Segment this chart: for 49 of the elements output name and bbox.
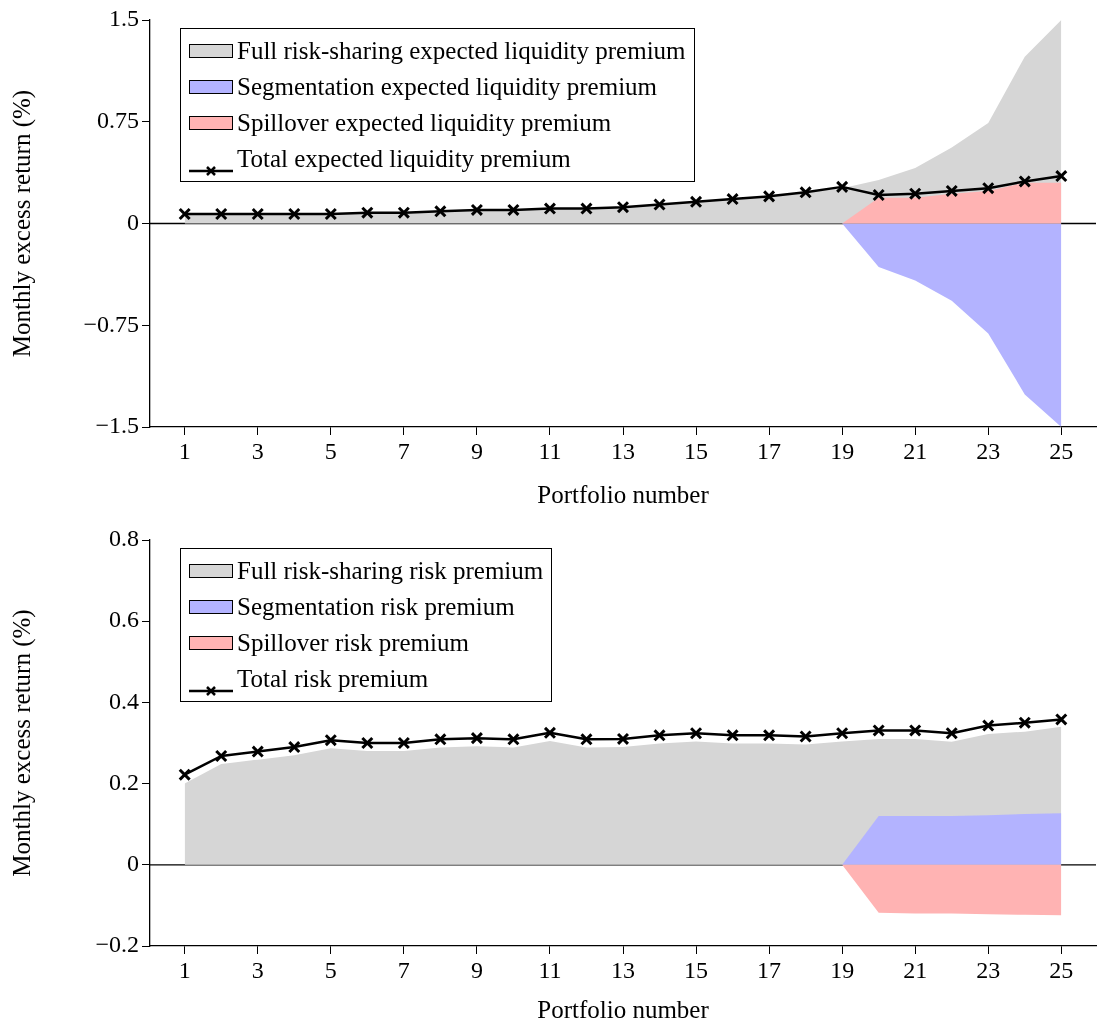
x-tick-label: 17 <box>757 956 782 983</box>
x-tick-label: 23 <box>976 956 1001 983</box>
x-tick-label: 1 <box>178 956 191 983</box>
legend-label: Spillover risk premium <box>237 628 469 658</box>
x-tick-label: 19 <box>830 437 855 464</box>
x-tick-label: 9 <box>470 437 483 464</box>
x-axis-title: Portfolio number <box>537 995 710 1023</box>
x-tick-label: 13 <box>611 437 635 464</box>
y-tick-label: 0 <box>127 208 139 235</box>
legend-label: Full risk-sharing risk premium <box>237 556 544 586</box>
y-tick-label: 0.4 <box>109 687 139 714</box>
x-tick-label: 17 <box>757 437 782 464</box>
x-tick-label: 11 <box>538 437 562 464</box>
x-tick-label: 3 <box>251 956 264 983</box>
x-tick-label: 5 <box>324 437 337 464</box>
y-tick-label: 0.6 <box>109 606 139 633</box>
x-tick-label: 15 <box>684 956 709 983</box>
y-tick-label: 0 <box>127 850 139 877</box>
y-tick-label: 1.5 <box>109 5 139 32</box>
x-tick-label: 9 <box>470 956 483 983</box>
x-tick-label: 5 <box>324 956 337 983</box>
x-axis-title: Portfolio number <box>537 480 710 508</box>
x-tick-label: 1 <box>178 437 191 464</box>
x-tick-label: 7 <box>397 956 410 983</box>
x-tick-label: 19 <box>830 956 855 983</box>
y-tick-label: 0.8 <box>109 525 139 552</box>
x-tick-label: 21 <box>903 956 928 983</box>
x-tick-label: 13 <box>611 956 635 983</box>
x-tick-label: 7 <box>397 437 410 464</box>
y-axis-title: Monthly excess return (%) <box>7 609 36 877</box>
y-tick-label: 0.75 <box>97 107 139 134</box>
legend-label: Spillover expected liquidity premium <box>237 108 612 138</box>
x-tick-label: 21 <box>903 437 928 464</box>
x-tick-label: 23 <box>976 437 1001 464</box>
legend-label: Segmentation expected liquidity premium <box>237 72 658 102</box>
y-tick-label: −0.2 <box>95 931 139 958</box>
y-tick-label: 0.2 <box>109 768 139 795</box>
x-tick-label: 15 <box>684 437 709 464</box>
legend-label: Full risk-sharing expected liquidity premium <box>237 36 686 66</box>
legend-label: Total expected liquidity premium <box>237 144 571 174</box>
legend-label: Total risk premium <box>237 664 429 694</box>
legend-label: Segmentation risk premium <box>237 592 515 622</box>
x-tick-label: 3 <box>251 437 264 464</box>
x-tick-label: 25 <box>1049 437 1074 464</box>
y-tick-label: −1.5 <box>95 412 139 439</box>
y-axis-title: Monthly excess return (%) <box>7 89 36 358</box>
y-tick-label: −0.75 <box>83 310 139 337</box>
x-tick-label: 25 <box>1049 956 1074 983</box>
x-tick-label: 11 <box>538 956 562 983</box>
